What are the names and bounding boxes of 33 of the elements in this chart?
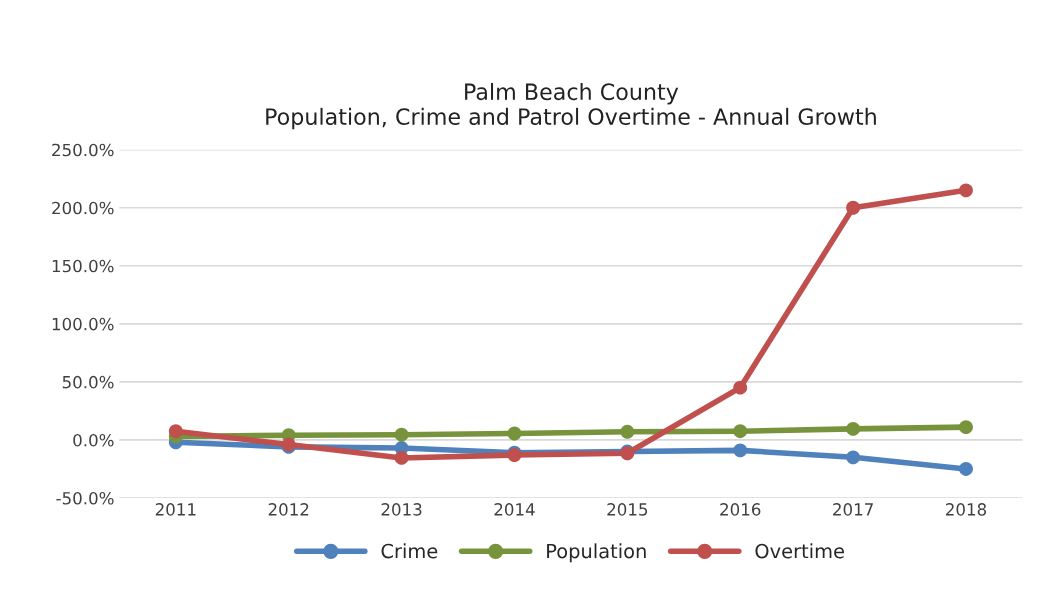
x-tick-label: 2013 bbox=[381, 503, 422, 516]
point bbox=[733, 380, 748, 395]
point bbox=[959, 183, 973, 198]
point bbox=[507, 426, 522, 441]
legend-label: Overtime bbox=[755, 543, 844, 559]
x-tick-label: 2012 bbox=[268, 503, 309, 516]
x-tick-label: 2014 bbox=[494, 503, 535, 516]
x-tick-label: 2018 bbox=[946, 503, 987, 516]
point bbox=[733, 443, 748, 458]
point bbox=[959, 462, 973, 476]
x-tick-label: 2015 bbox=[607, 503, 648, 516]
point bbox=[168, 424, 183, 439]
x-tick-label: 2011 bbox=[155, 503, 196, 516]
y-tick-label: 0.0% bbox=[73, 433, 114, 447]
point bbox=[846, 450, 861, 465]
y-tick-label: 150.0% bbox=[52, 259, 114, 273]
y-tick-label: -50.0% bbox=[56, 491, 114, 505]
point bbox=[846, 200, 861, 215]
x-tick-label: 2016 bbox=[720, 503, 761, 516]
chart-title: Palm Beach County Population, Crime and Patrol Overtime - Annual Growth bbox=[266, 82, 876, 130]
point bbox=[394, 427, 409, 442]
point bbox=[620, 424, 635, 439]
x-tick-label: 2017 bbox=[833, 503, 873, 516]
y-tick-label: 200.0% bbox=[52, 201, 114, 215]
point bbox=[959, 420, 973, 435]
point bbox=[733, 424, 748, 439]
legend-label: Crime bbox=[381, 543, 438, 559]
point bbox=[846, 421, 861, 436]
y-tick-label: 250.0% bbox=[52, 143, 114, 157]
y-tick-label: 100.0% bbox=[52, 317, 114, 331]
legend-label: Population bbox=[547, 543, 646, 563]
y-tick-label: 50.0% bbox=[62, 375, 114, 389]
point bbox=[394, 450, 409, 465]
